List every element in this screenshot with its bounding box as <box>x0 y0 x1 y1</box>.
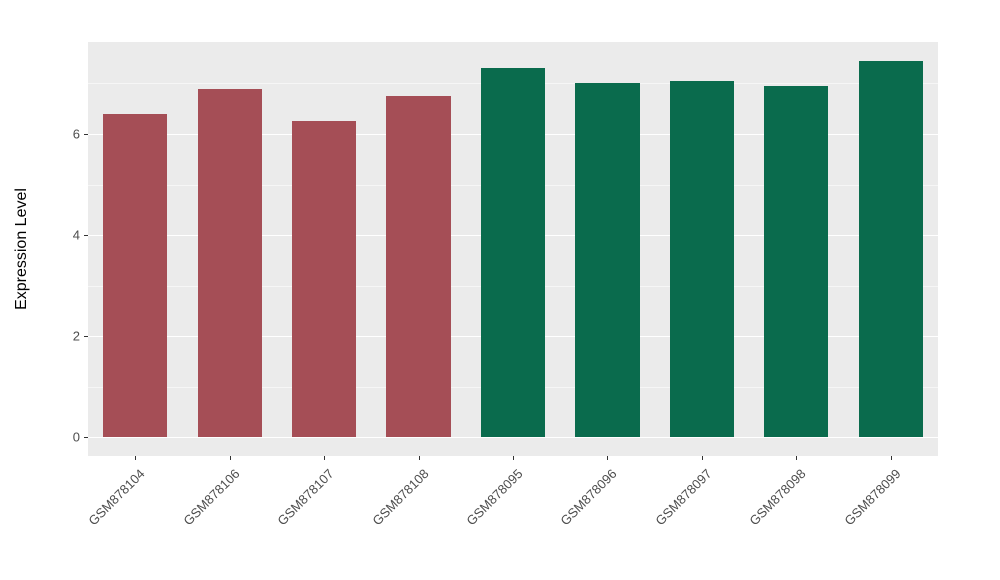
x-tick-label-GSM878104: GSM878104 <box>85 466 148 529</box>
y-tick-label: 4 <box>72 227 80 243</box>
bar-GSM878106 <box>197 88 262 438</box>
y-tick-mark <box>84 336 88 338</box>
bar-GSM878107 <box>292 121 357 438</box>
bar-GSM878108 <box>386 96 451 438</box>
y-tick-label: 0 <box>72 429 80 445</box>
x-tick-label-GSM878097: GSM878097 <box>652 466 715 529</box>
bar-GSM878095 <box>480 68 546 438</box>
bar-GSM878099 <box>858 60 923 438</box>
x-tick-label-GSM878107: GSM878107 <box>274 466 337 529</box>
x-tick-mark <box>513 456 514 460</box>
x-tick-label-GSM878096: GSM878096 <box>557 466 621 529</box>
bar-GSM878096 <box>575 83 640 438</box>
x-tick-mark <box>890 456 892 460</box>
x-tick-label-GSM878098: GSM878098 <box>746 466 809 529</box>
y-tick-label: 2 <box>72 328 80 344</box>
y-tick-mark <box>84 437 88 439</box>
x-tick-label-GSM878099: GSM878099 <box>841 466 904 529</box>
x-tick-mark <box>229 456 231 460</box>
bar-GSM878097 <box>669 80 734 438</box>
x-tick-mark <box>324 456 326 460</box>
gridline-major <box>88 437 938 439</box>
x-tick-label-GSM878108: GSM878108 <box>368 466 432 529</box>
y-tick-mark <box>84 235 88 237</box>
x-tick-label-GSM878095: GSM878095 <box>463 466 526 529</box>
x-tick-mark <box>607 456 609 460</box>
x-tick-mark <box>418 456 420 460</box>
plot-panel <box>88 42 938 456</box>
x-tick-label-GSM878106: GSM878106 <box>180 466 243 529</box>
bar-GSM878104 <box>103 113 168 438</box>
x-tick-mark <box>701 456 703 460</box>
y-tick-label: 6 <box>72 126 80 142</box>
y-axis-title: Expression Level <box>13 188 30 310</box>
y-tick-mark <box>84 134 88 135</box>
x-tick-mark <box>796 456 798 460</box>
bar-GSM878098 <box>764 85 829 438</box>
x-tick-mark <box>135 456 137 460</box>
